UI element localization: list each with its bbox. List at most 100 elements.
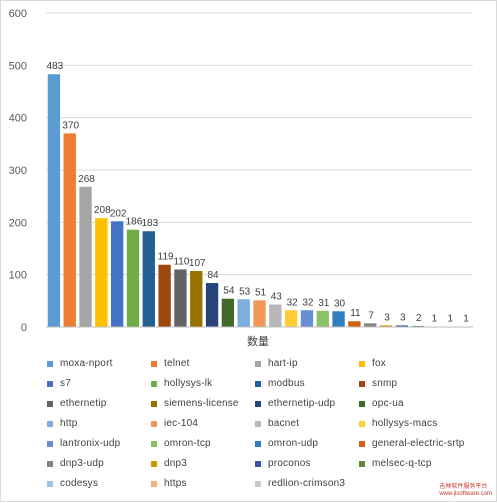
legend-item-hollysys-macs: hollysys-macs [359,416,479,431]
legend-item-dnp3-udp: dnp3-udp [47,456,151,471]
data-label-siemens-license: 107 [189,258,206,269]
bar-hart-ip [79,187,91,327]
legend-item-iec-104: iec-104 [151,416,255,431]
x-axis-title: 数量 [247,335,269,348]
data-label-melsec-q-tcp: 2 [416,313,422,324]
bar-ethernetip-udp [206,283,218,327]
data-label-hollysys-lk: 186 [126,217,143,228]
legend-label: fox [372,358,386,369]
legend-item-fox: fox [359,356,479,371]
legend-swatch [359,461,365,467]
bar-lantronix-udp [301,310,313,327]
data-label-redlion-crimson3: 1 [463,313,469,324]
y-tick-label: 200 [9,217,27,229]
bar-omron-tcp [317,311,329,327]
bar-snmp [158,265,170,327]
legend-item-hart-ip: hart-ip [255,356,359,371]
bar-siemens-license [190,271,202,327]
data-label-snmp: 119 [158,252,174,263]
legend-label: dnp3-udp [60,458,104,469]
legend-swatch [359,441,365,447]
bar-http [238,299,250,327]
legend-label: moxa-nport [60,358,113,369]
legend-swatch [47,361,53,367]
data-label-ethernetip-udp: 84 [207,270,219,281]
data-label-proconos: 3 [400,312,406,323]
data-label-https: 1 [447,313,453,324]
legend-swatch [47,481,53,487]
data-label-general-electric-srtp: 11 [350,308,361,319]
data-label-ethernetip: 110 [173,256,189,267]
legend-swatch [47,421,53,427]
legend-label: telnet [164,358,190,369]
data-label-telnet: 370 [62,120,79,131]
legend-item-hollysys-lk: hollysys-lk [151,376,255,391]
legend-label: modbus [268,378,305,389]
data-label-dnp3: 3 [384,312,390,323]
data-label-dnp3-udp: 7 [368,310,374,321]
data-label-omron-udp: 30 [334,298,346,309]
legend-swatch [255,461,261,467]
watermark-text: 吉林软件服务平台 www.jlsoftware.com [439,484,492,498]
legend-item-proconos: proconos [255,456,359,471]
legend-label: s7 [60,378,71,389]
legend-swatch [255,421,261,427]
y-tick-label: 400 [9,113,27,125]
bar-moxa-nport [48,74,60,327]
legend-swatch [359,401,365,407]
bar-hollysys-lk [127,230,139,327]
legend-swatch [47,381,53,387]
legend-swatch [151,421,157,427]
data-label-hollysys-macs: 32 [287,297,299,308]
y-tick-label: 500 [9,60,27,72]
legend-label: siemens-license [164,398,239,409]
legend-item-omron-udp: omron-udp [255,436,359,451]
legend-label: codesys [60,478,98,489]
legend-swatch [151,401,157,407]
legend-label: ethernetip-udp [268,398,335,409]
legend-item-bacnet: bacnet [255,416,359,431]
legend-item-http: http [47,416,151,431]
legend-swatch [255,361,261,367]
legend-label: hollysys-lk [164,378,212,389]
bar-telnet [64,133,76,327]
data-label-opc-ua: 54 [223,286,235,297]
data-label-codesys: 1 [432,313,438,324]
gridlines [46,13,473,275]
bar-ethernetip [174,269,186,327]
legend-item-siemens-license: siemens-license [151,396,255,411]
bar-bacnet [269,305,281,328]
legend-swatch [359,421,365,427]
legend-item-modbus: modbus [255,376,359,391]
legend-swatch [255,381,261,387]
legend-item-ethernetip: ethernetip [47,396,151,411]
legend-item-ethernetip-udp: ethernetip-udp [255,396,359,411]
bar-hollysys-macs [285,310,297,327]
bar-iec-104 [253,300,265,327]
legend-label: dnp3 [164,458,187,469]
legend-label: iec-104 [164,418,198,429]
legend-swatch [47,461,53,467]
legend-swatch [359,361,365,367]
data-label-bacnet: 43 [271,292,283,303]
bar-s7 [111,221,123,327]
legend-swatch [151,441,157,447]
bar-opc-ua [222,299,234,327]
legend-label: opc-ua [372,398,404,409]
legend-label: redlion-crimson3 [268,478,345,489]
legend-label: omron-udp [268,438,318,449]
data-label-hart-ip: 268 [78,174,95,185]
legend-label: bacnet [268,418,299,429]
legend-swatch [359,381,365,387]
y-tick-label: 600 [9,8,27,20]
legend-label: melsec-q-tcp [372,458,432,469]
legend-label: http [60,418,77,429]
legend-swatch [255,481,261,487]
bar-omron-udp [332,311,344,327]
watermark-line1: 吉林软件服务平台 [439,484,487,490]
legend-label: omron-tcp [164,438,211,449]
watermark-line2: www.jlsoftware.com [439,491,492,497]
bar-fox [95,218,107,327]
legend-item-omron-tcp: omron-tcp [151,436,255,451]
